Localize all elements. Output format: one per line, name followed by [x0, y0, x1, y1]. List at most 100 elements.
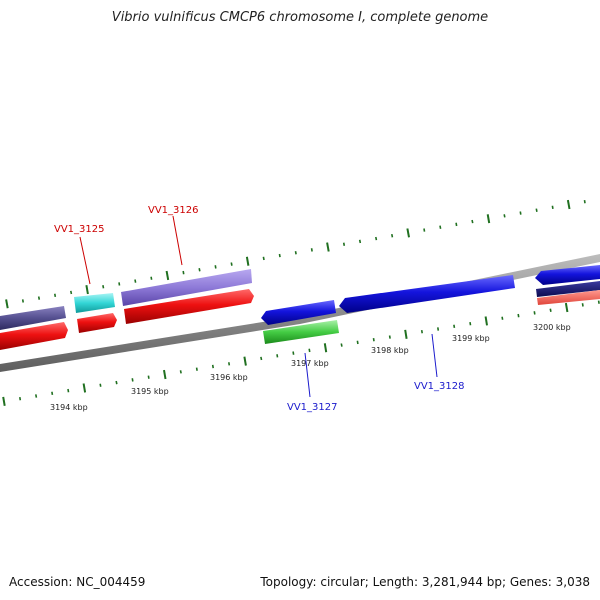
major-tick: [326, 242, 330, 252]
minor-tick: [342, 242, 346, 246]
minor-tick: [214, 265, 217, 269]
minor-tick: [471, 219, 474, 224]
minor-tick: [278, 253, 281, 258]
callout-line-vv1-3128: [431, 333, 438, 378]
major-tick: [564, 302, 569, 313]
minor-tick: [439, 225, 442, 229]
minor-tick: [147, 375, 150, 379]
gene-arrow-red[interactable]: [0, 322, 68, 350]
position-label: 3198 kbp: [371, 346, 409, 355]
gene-arrow-red[interactable]: [77, 313, 117, 333]
major-tick: [243, 356, 247, 366]
gene-arrow-vv1-3127[interactable]: [261, 300, 336, 325]
minor-tick: [230, 262, 233, 266]
position-label: 3199 kbp: [452, 334, 490, 343]
gene-arrow-vv1-3128[interactable]: [339, 275, 515, 313]
minor-tick: [131, 378, 134, 382]
position-label: 3200 kbp: [533, 323, 571, 332]
callout-line-vv1-3126: [172, 215, 183, 266]
outer-tick-track: [5, 199, 586, 309]
minor-tick: [211, 364, 214, 369]
minor-tick: [70, 290, 73, 295]
minor-tick: [517, 313, 520, 318]
gene-label-vv1-3125[interactable]: VV1_3125: [54, 224, 105, 235]
minor-tick: [150, 276, 153, 280]
minor-tick: [179, 370, 182, 374]
minor-tick: [340, 343, 343, 347]
gene-feature-vv1-3127-cog[interactable]: [263, 320, 339, 344]
minor-tick: [501, 316, 504, 320]
gene-label-vv1-3128[interactable]: VV1_3128: [414, 381, 465, 392]
gene-feature-salmon[interactable]: [537, 290, 600, 305]
gene-feature-vv1-3126[interactable]: [121, 269, 252, 306]
minor-tick: [99, 383, 102, 387]
accession-label: Accession: NC_004459: [9, 575, 146, 589]
major-tick: [486, 214, 491, 224]
minor-tick: [356, 340, 359, 345]
minor-tick: [21, 299, 24, 303]
major-tick: [5, 299, 9, 309]
major-tick: [82, 383, 87, 393]
minor-tick: [597, 300, 600, 304]
minor-tick: [182, 270, 185, 275]
major-tick: [245, 256, 250, 266]
minor-tick: [358, 239, 362, 244]
minor-tick: [455, 222, 458, 227]
minor-tick: [102, 285, 105, 289]
gene-arrow-blue[interactable]: [535, 265, 600, 285]
minor-tick: [37, 296, 41, 300]
gene-feature-slate[interactable]: [0, 306, 66, 330]
minor-tick: [195, 367, 198, 371]
position-label: 3194 kbp: [50, 403, 88, 412]
minor-tick: [118, 282, 121, 286]
minor-tick: [198, 268, 201, 272]
major-tick: [85, 285, 89, 295]
major-tick: [163, 369, 167, 380]
minor-tick: [276, 354, 279, 358]
minor-tick: [372, 337, 375, 342]
minor-tick: [420, 329, 423, 334]
gene-feature-navy[interactable]: [536, 281, 600, 297]
minor-tick: [388, 335, 391, 339]
minor-tick: [115, 380, 118, 385]
gene-arrow-red[interactable]: [124, 289, 254, 324]
minor-tick: [134, 279, 137, 283]
genome-summary: Topology: circular; Length: 3,281,944 bp…: [260, 575, 590, 589]
major-tick: [406, 228, 410, 238]
gene-label-vv1-3126[interactable]: VV1_3126: [148, 205, 199, 216]
position-label: 3196 kbp: [210, 373, 248, 382]
minor-tick: [292, 351, 295, 355]
minor-tick: [551, 205, 554, 210]
position-label: 3197 kbp: [291, 359, 329, 368]
minor-tick: [535, 208, 538, 212]
minor-tick: [391, 233, 394, 238]
minor-tick: [375, 236, 378, 241]
minor-tick: [19, 396, 22, 401]
minor-tick: [581, 303, 584, 307]
major-tick: [404, 329, 408, 339]
position-label: 3195 kbp: [131, 387, 169, 396]
major-tick: [2, 396, 6, 406]
minor-tick: [67, 388, 70, 393]
minor-tick: [549, 308, 552, 312]
minor-tick: [35, 394, 38, 398]
minor-tick: [51, 391, 54, 396]
minor-tick: [262, 256, 265, 261]
minor-tick: [503, 214, 506, 218]
minor-tick: [54, 293, 57, 298]
minor-tick: [469, 321, 472, 326]
minor-tick: [583, 199, 586, 204]
minor-tick: [519, 211, 522, 215]
minor-tick: [260, 356, 263, 361]
callout-line-vv1-3125: [79, 236, 91, 285]
gene-label-vv1-3127[interactable]: VV1_3127: [287, 402, 338, 413]
major-tick: [165, 270, 170, 281]
chromosome-backbone: [0, 254, 600, 372]
callout-line-vv1-3127: [304, 352, 311, 398]
major-tick: [484, 316, 488, 326]
major-tick: [566, 199, 571, 210]
major-tick: [323, 343, 328, 353]
gene-feature-vv1-3125[interactable]: [74, 293, 115, 313]
